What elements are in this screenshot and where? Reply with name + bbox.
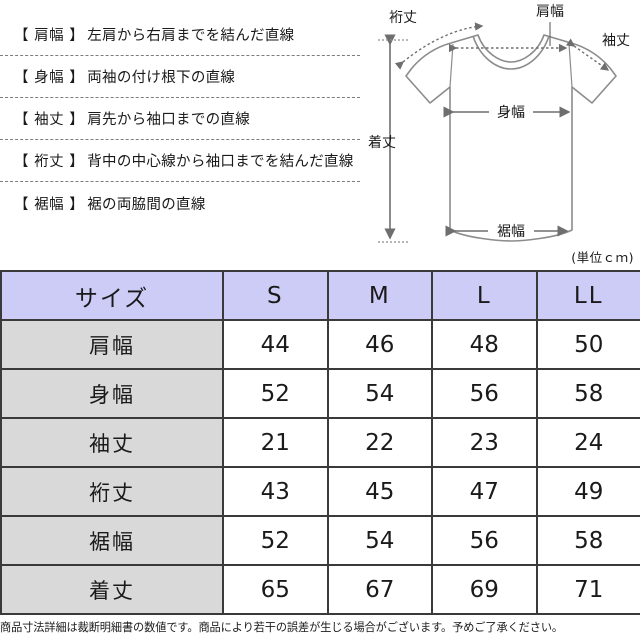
sode-label: 袖丈: [602, 33, 630, 49]
sode-measure-arrow: [565, 38, 610, 71]
table-row: 肩幅 44 46 48 50: [0, 319, 640, 370]
cell-yukitake-ll: 49: [535, 466, 640, 517]
cell-katahaba-ll: 50: [535, 319, 640, 370]
cell-yukitake-m: 45: [326, 466, 433, 517]
cell-sodetake-m: 22: [326, 417, 433, 468]
table-row: 裾幅 52 54 56 58: [0, 515, 640, 566]
definition-item: 【 裄丈 】 背中の中心線から袖口までを結んだ直線: [0, 140, 360, 182]
cell-katahaba-l: 48: [431, 319, 538, 370]
definition-description: 肩先から袖口までの直線: [87, 112, 251, 128]
row-label-katahaba: 肩幅: [0, 319, 224, 370]
kata-measure-arrow: [449, 22, 568, 53]
kata-label: 肩幅: [536, 4, 564, 20]
cell-kitake-ll: 71: [535, 564, 640, 615]
cell-kitake-m: 67: [326, 564, 433, 615]
cell-susohaba-l: 56: [431, 515, 538, 566]
definition-description: 両袖の付け根下の直線: [87, 70, 236, 86]
cell-kitake-l: 69: [431, 564, 538, 615]
header-size-m: M: [326, 270, 433, 321]
row-label-mihaba: 身幅: [0, 368, 224, 419]
cell-susohaba-ll: 58: [535, 515, 640, 566]
cell-yukitake-s: 43: [222, 466, 329, 517]
definition-term: 【 身幅 】: [14, 70, 85, 86]
cell-sodetake-l: 23: [431, 417, 538, 468]
header-size-label: サイズ: [0, 270, 224, 321]
row-label-kitake: 着丈: [0, 564, 224, 615]
table-row: 袖丈 21 22 23 24: [0, 417, 640, 468]
row-label-yukitake: 裄丈: [0, 466, 224, 517]
unit-note: (単位ｃｍ): [571, 250, 634, 265]
cell-sodetake-s: 21: [222, 417, 329, 468]
cell-sodetake-ll: 24: [535, 417, 640, 468]
cell-susohaba-s: 52: [222, 515, 329, 566]
definition-term: 【 袖丈 】: [14, 112, 85, 128]
tshirt-measurement-diagram: 裄丈 肩幅 袖丈 着丈 身幅: [360, 0, 640, 270]
row-label-sodetake: 袖丈: [0, 417, 224, 468]
definition-description: 裾の両脇間の直線: [87, 196, 206, 213]
mihaba-label: 身幅: [497, 105, 525, 121]
cell-mihaba-ll: 58: [535, 368, 640, 419]
definition-description: 背中の中心線から袖口までを結んだ直線: [87, 154, 354, 170]
definition-item: 【 袖丈 】 肩先から袖口までの直線: [0, 98, 360, 140]
cell-katahaba-s: 44: [222, 319, 329, 370]
header-size-ll: LL: [535, 270, 640, 321]
header-size-s: S: [222, 270, 329, 321]
header-size-l: L: [431, 270, 538, 321]
cell-susohaba-m: 54: [326, 515, 433, 566]
cell-yukitake-l: 47: [431, 466, 538, 517]
cell-mihaba-l: 56: [431, 368, 538, 419]
disclaimer-note: 商品寸法詳細は裁断明細書の数値です。商品により若干の誤差が生じる場合がございます…: [0, 621, 564, 634]
definition-item: 【 裾幅 】 裾の両脇間の直線: [0, 182, 360, 224]
row-label-susohaba: 裾幅: [0, 515, 224, 566]
definition-item: 【 肩幅 】 左肩から右肩までを結んだ直線: [0, 14, 360, 56]
cell-katahaba-m: 46: [326, 319, 433, 370]
definition-term: 【 裾幅 】: [14, 196, 85, 213]
yuki-measure-arrow: [394, 22, 484, 70]
table-row: 裄丈 43 45 47 49: [0, 466, 640, 517]
definition-term: 【 肩幅 】: [14, 28, 85, 44]
tshirt-illustration-svg: 裄丈 肩幅 袖丈 着丈 身幅: [368, 4, 630, 243]
cell-mihaba-s: 52: [222, 368, 329, 419]
kitake-label: 着丈: [368, 134, 396, 151]
table-row: 着丈 65 67 69 71: [0, 564, 640, 615]
kitake-measure-arrow: [378, 34, 408, 243]
cell-mihaba-m: 54: [326, 368, 433, 419]
definition-description: 左肩から右肩までを結んだ直線: [87, 28, 295, 44]
tshirt-outline: [405, 34, 617, 242]
definition-item: 【 身幅 】 両袖の付け根下の直線: [0, 56, 360, 98]
yuki-label: 裄丈: [389, 10, 417, 26]
cell-kitake-s: 65: [222, 564, 329, 615]
diagram-section: 【 肩幅 】 左肩から右肩までを結んだ直線 【 身幅 】 両袖の付け根下の直線 …: [0, 0, 640, 270]
suso-label: 裾幅: [497, 224, 525, 240]
definition-term: 【 裄丈 】: [14, 154, 85, 170]
size-chart-table: サイズ S M L LL 肩幅 44 46 48 50 身幅 52 54 56 …: [0, 270, 640, 615]
table-header-row: サイズ S M L LL: [0, 270, 640, 321]
measurement-definitions-list: 【 肩幅 】 左肩から右肩までを結んだ直線 【 身幅 】 両袖の付け根下の直線 …: [0, 14, 360, 224]
table-row: 身幅 52 54 56 58: [0, 368, 640, 419]
